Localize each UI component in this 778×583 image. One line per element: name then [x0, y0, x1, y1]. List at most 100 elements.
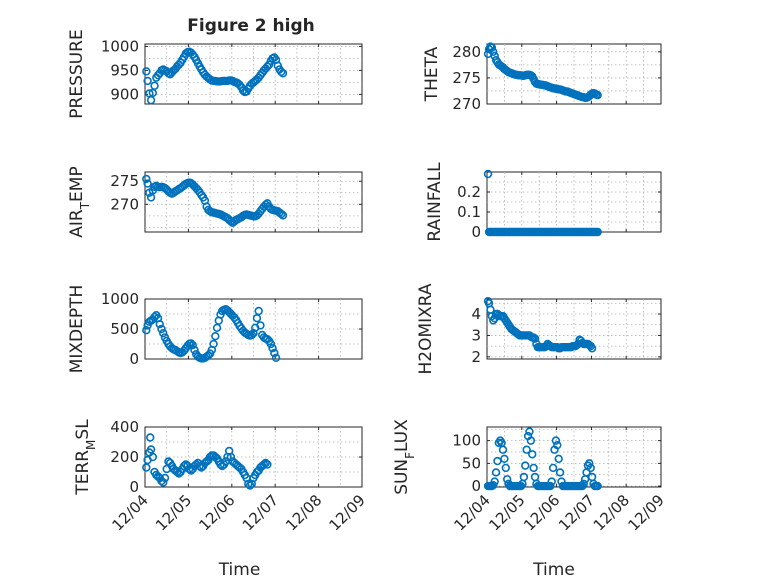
mixdepth-point — [256, 321, 265, 330]
terr_msl-point — [160, 473, 170, 483]
theta-ylabel: THETA — [422, 46, 442, 102]
mixdepth-point — [266, 339, 276, 349]
rainfall-ylabel: RAINFALL — [425, 162, 445, 242]
panel-h2omixra: 4 3 2 H2OMIXRA — [416, 283, 662, 375]
sun_flux-point — [579, 479, 588, 489]
sun_flux-axes — [486, 426, 662, 488]
mixdepth-ytick-label: 0 — [129, 350, 139, 368]
sun_flux-point — [522, 445, 531, 454]
h2omixra-ylabel: H2OMIXRA — [416, 283, 436, 374]
air_temp-point — [226, 217, 236, 226]
sun_flux-point — [500, 454, 509, 464]
terr_msl-point — [142, 463, 151, 472]
pressure-ytick-label: 900 — [110, 85, 139, 103]
terr_msl-point — [245, 481, 255, 490]
sun_flux-point — [546, 481, 555, 491]
terr_msl-point — [244, 479, 253, 489]
pressure-point — [150, 81, 159, 90]
sun_flux-ytick-label: 0 — [471, 477, 481, 495]
terr_msl-point — [159, 478, 168, 487]
air_temp-axes — [144, 171, 363, 233]
air_temp-point — [142, 174, 151, 184]
pressure-ytick-label: 950 — [110, 61, 139, 79]
sun_flux-point — [548, 463, 558, 473]
rainfall-point — [483, 169, 493, 179]
sun_flux-point — [521, 461, 530, 470]
air_temp-point — [278, 211, 288, 220]
terr_msl-ytick-label: 200 — [110, 448, 139, 466]
mixdepth-point — [188, 341, 197, 350]
pressure-ytick-label: 1000 — [101, 37, 139, 55]
mixdepth-point — [247, 330, 256, 340]
pressure-point — [277, 67, 286, 77]
mixdepth-point — [270, 348, 279, 358]
rainfall-ytick-label: 0 — [471, 223, 481, 241]
panel-pressure: 1000 950 900 PRESSURE — [67, 29, 363, 119]
pressure-point — [238, 86, 248, 95]
mixdepth-ylabel: MIXDEPTH — [67, 285, 87, 374]
theta-point — [489, 47, 498, 57]
pressure-ylabel: PRESSURE — [67, 29, 87, 118]
terr_msl-xlabel: Time — [218, 560, 261, 580]
terr_msl-point — [261, 458, 270, 468]
terr_msl-point — [146, 445, 156, 454]
panel-rainfall: 0.2 0.1 0 RAINFALL — [425, 162, 662, 242]
mixdepth-point — [268, 344, 277, 353]
theta-point — [487, 43, 497, 52]
sun_flux-point — [502, 475, 512, 484]
sun_flux-point — [501, 463, 510, 473]
mixdepth-point — [190, 345, 199, 355]
figure-title: Figure 2 high — [187, 16, 315, 36]
terr_msl-point — [226, 452, 236, 462]
sun_flux-xlabel: Time — [532, 560, 575, 580]
sun_flux-point — [586, 463, 595, 473]
terr_msl-ytick-label: 0 — [129, 478, 139, 496]
mixdepth-point — [209, 339, 218, 349]
air_temp-point — [143, 179, 152, 188]
terr_msl-point — [259, 460, 269, 469]
mixdepth-point — [159, 329, 168, 338]
mixdepth-point — [211, 332, 220, 341]
h2omixra-ytick-label: 2 — [471, 348, 481, 366]
sun_flux-point — [547, 477, 556, 486]
mixdepth-point — [155, 320, 164, 329]
air_temp-ytick-label: 270 — [110, 195, 139, 213]
sun_flux-point — [490, 477, 499, 486]
sun_flux-point — [553, 440, 562, 450]
sun_flux-ytick-label: 50 — [462, 454, 481, 472]
panel-mixdepth: 1000 500 0 MIXDEPTH — [67, 285, 363, 374]
terr_msl-point — [146, 433, 155, 442]
mixdepth-point — [249, 329, 258, 338]
mixdepth-ytick-label: 1000 — [101, 290, 139, 308]
sun_flux-point — [493, 456, 502, 466]
theta-ytick-label: 280 — [452, 43, 481, 61]
sun_flux-point — [525, 427, 534, 436]
air_temp-point — [277, 209, 286, 219]
theta-ytick-label: 270 — [452, 95, 481, 113]
h2omixra-ytick-label: 3 — [471, 326, 481, 344]
pressure-point — [142, 67, 151, 76]
theta-ytick-label: 275 — [452, 69, 481, 87]
terr_msl-ytick-label: 400 — [110, 418, 139, 436]
h2omixra-point — [530, 334, 540, 343]
mixdepth-point — [142, 326, 151, 335]
sun_flux-point — [526, 436, 536, 445]
rainfall-ytick-label: 0.1 — [457, 203, 481, 221]
h2omixra-point — [587, 344, 597, 353]
terr_msl-point — [148, 452, 158, 462]
mixdepth-point — [254, 306, 263, 316]
terr_msl-point — [263, 460, 272, 469]
air_temp-ytick-label: 275 — [110, 172, 139, 190]
rainfall-ytick-label: 0.2 — [457, 183, 481, 201]
sun_flux-point — [593, 481, 602, 491]
mixdepth-point — [186, 339, 196, 348]
pressure-point — [143, 76, 152, 86]
sun_flux-point — [498, 445, 508, 454]
sun_flux-point — [529, 463, 538, 473]
sun_flux-ytick-label: 100 — [452, 432, 481, 450]
sun_flux-point — [555, 468, 565, 477]
sun_flux-point — [491, 468, 501, 477]
sun_flux-point — [519, 472, 529, 482]
mixdepth-ytick-label: 500 — [110, 320, 139, 338]
